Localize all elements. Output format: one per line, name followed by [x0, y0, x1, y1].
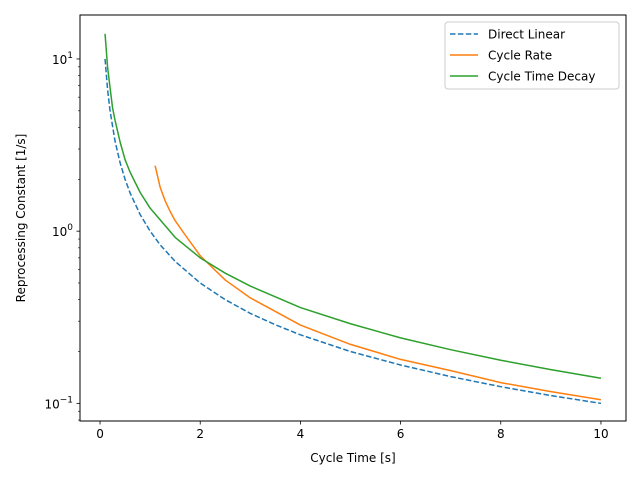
series-line-cycle-rate: [154, 165, 602, 401]
x-tick-label: 0: [96, 427, 104, 441]
x-axis: 0 2 4 6 8 10: [96, 421, 609, 441]
legend-label: Direct Linear: [488, 28, 565, 42]
legend-label: Cycle Rate: [488, 49, 552, 63]
x-tick-label: 2: [196, 427, 204, 441]
series-layer: [104, 33, 602, 405]
plot-frame: [79, 14, 627, 422]
x-tick-label: 10: [593, 427, 608, 441]
legend: Direct Linear Cycle Rate Cycle Time Decay: [444, 21, 620, 90]
series-line-cycle-time-decay: [104, 33, 602, 379]
y-tick-label: 10−1: [44, 395, 73, 411]
y-tick-label: 101: [52, 51, 73, 67]
x-tick-label: 8: [497, 427, 505, 441]
x-tick-label: 6: [397, 427, 405, 441]
legend-label: Cycle Time Decay: [488, 70, 595, 84]
x-axis-label: Cycle Time [s]: [310, 451, 395, 465]
y-axis: 10−1 100 101: [44, 51, 80, 421]
y-tick-label: 100: [52, 223, 73, 239]
legend-box: [444, 21, 620, 90]
x-tick-label: 4: [297, 427, 305, 441]
y-axis-label: Reprocessing Constant [1/s]: [14, 134, 28, 303]
